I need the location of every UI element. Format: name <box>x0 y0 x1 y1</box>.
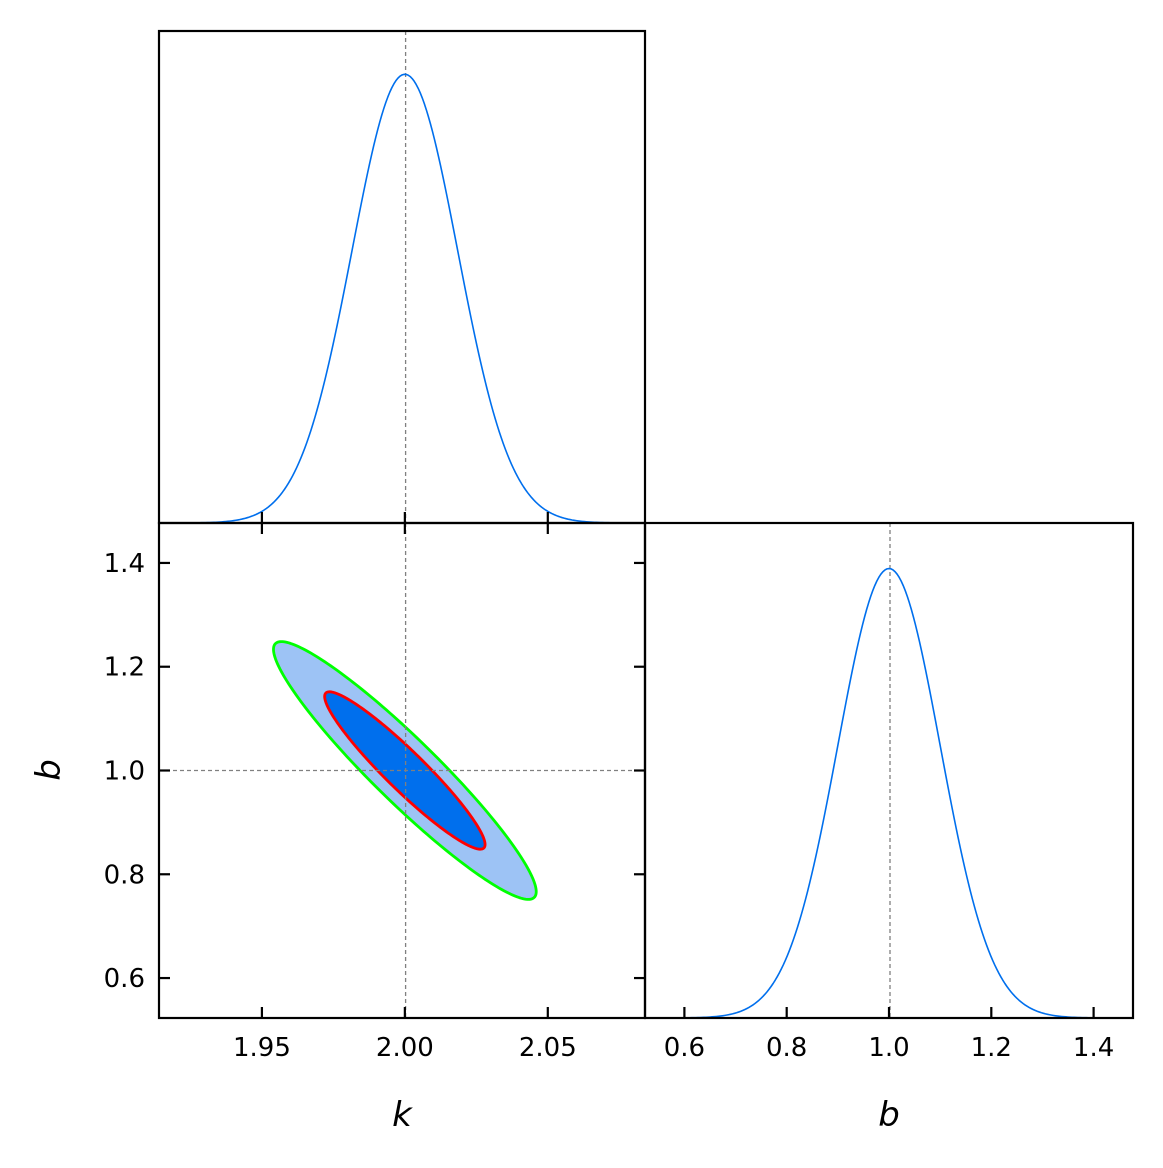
xlabel-b: b <box>878 1095 900 1135</box>
ticks-right: 0.6 0.8 1.0 1.2 1.4 <box>664 1007 1114 1063</box>
tick-label-b-x-3: 1.2 <box>971 1033 1012 1063</box>
frame-top <box>157 29 647 525</box>
xlabel-k: k <box>392 1095 413 1135</box>
ticks-top <box>260 512 549 523</box>
tick-label-b-y-1: 0.8 <box>104 860 145 890</box>
frame-right <box>643 521 1135 1020</box>
marginal-curve-b <box>645 567 1133 1019</box>
tick-label-b-x-1: 0.8 <box>766 1033 807 1063</box>
tick-label-k-1: 2.00 <box>376 1033 434 1063</box>
tick-label-b-y-2: 1.0 <box>104 757 145 787</box>
tick-label-b-x-0: 0.6 <box>664 1033 705 1063</box>
tick-label-b-x-4: 1.4 <box>1073 1033 1114 1063</box>
tick-label-b-y-0: 0.6 <box>104 964 145 994</box>
tick-label-b-y-3: 1.2 <box>104 653 145 683</box>
panel-marginal-k <box>157 29 647 525</box>
contour-68-line <box>323 690 487 851</box>
contour-95-line <box>272 640 538 901</box>
tick-label-k-0: 1.95 <box>233 1033 291 1063</box>
panel-marginal-b: 0.6 0.8 1.0 1.2 1.4 <box>643 521 1135 1063</box>
marginal-curve-k <box>159 73 646 524</box>
panel-joint-k-b: 1.95 2.00 2.05 0.6 0.8 1.0 1.2 1.4 <box>104 521 647 1063</box>
tick-label-b-x-2: 1.0 <box>868 1033 909 1063</box>
tick-label-k-2: 2.05 <box>519 1033 577 1063</box>
ylabel-b: b <box>29 759 69 781</box>
ticks-joint: 1.95 2.00 2.05 0.6 0.8 1.0 1.2 1.4 <box>104 523 645 1063</box>
tick-label-b-y-4: 1.4 <box>104 549 145 579</box>
